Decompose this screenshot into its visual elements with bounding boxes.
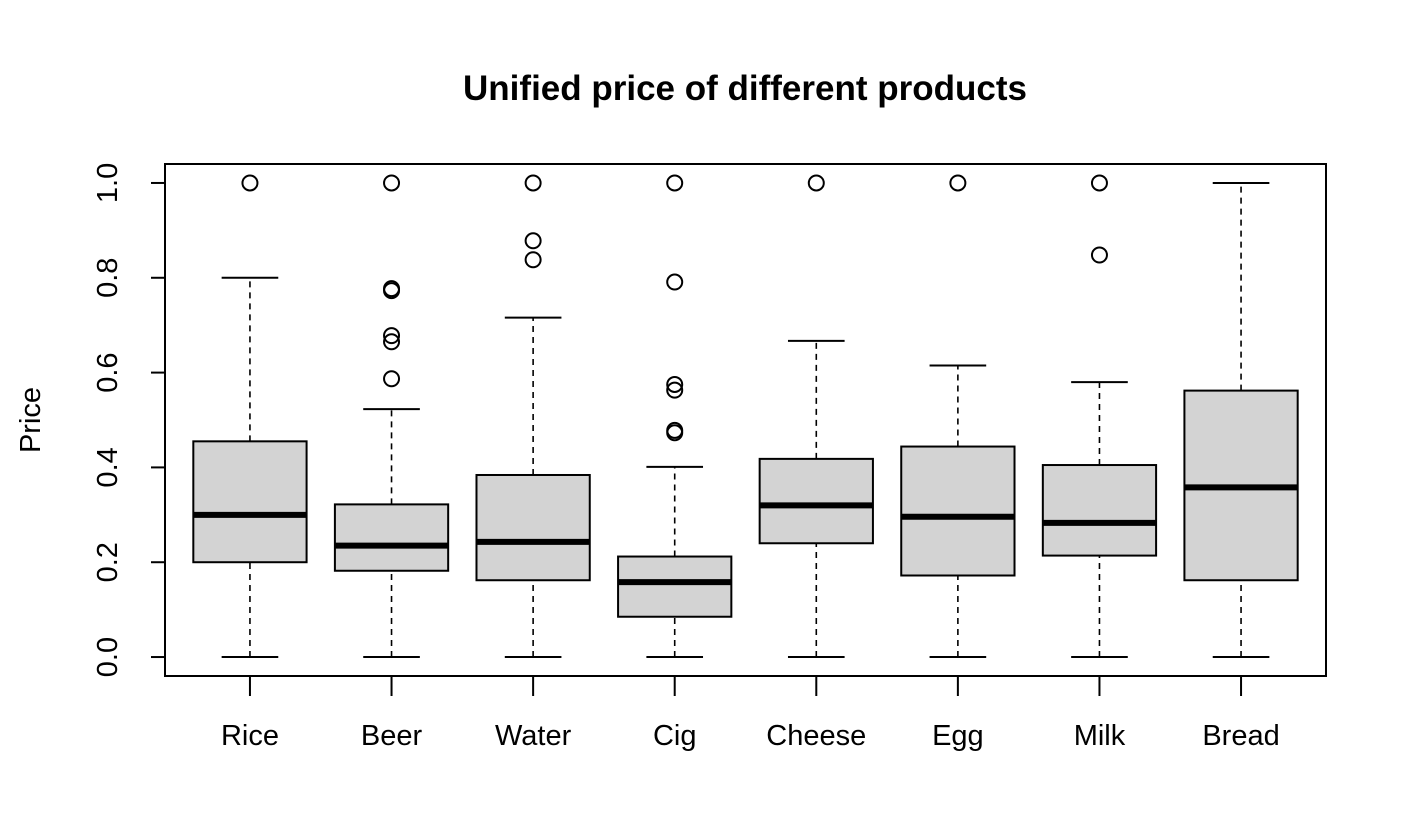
y-tick-label: 0.8 bbox=[92, 258, 124, 298]
iqr-box bbox=[900, 445, 1016, 577]
outlier-point bbox=[383, 333, 401, 351]
x-tick-label: Cig bbox=[653, 720, 697, 752]
box-group bbox=[192, 174, 1299, 659]
outlier-point bbox=[524, 174, 542, 192]
y-tick-label: 1.0 bbox=[92, 163, 124, 203]
x-tick-label: Rice bbox=[221, 720, 279, 752]
x-tick-label: Bread bbox=[1202, 720, 1279, 752]
outlier-point bbox=[666, 375, 684, 393]
outlier-point bbox=[949, 174, 967, 192]
outlier-point bbox=[383, 327, 401, 345]
x-tick-label: Milk bbox=[1074, 720, 1126, 752]
outlier-point bbox=[666, 174, 684, 192]
iqr-box bbox=[475, 473, 591, 582]
outlier-point bbox=[383, 174, 401, 192]
outlier-point bbox=[383, 280, 401, 298]
chart-title: Unified price of different products bbox=[463, 69, 1027, 108]
x-tick-label: Cheese bbox=[766, 720, 866, 752]
iqr-box bbox=[617, 555, 733, 618]
plot-frame bbox=[164, 163, 1327, 677]
x-axis: Rice Beer Water Cig Cheese Egg Milk Bread bbox=[221, 676, 1280, 752]
outlier-point bbox=[666, 381, 684, 399]
box-beer bbox=[333, 174, 450, 659]
iqr-box bbox=[333, 503, 450, 572]
y-tick-label: 0.0 bbox=[92, 637, 124, 677]
outlier-point bbox=[241, 174, 259, 192]
outlier-point bbox=[1090, 174, 1108, 192]
outlier-point bbox=[807, 174, 825, 192]
y-axis-label: Price bbox=[15, 387, 47, 453]
y-tick-label: 0.6 bbox=[92, 352, 124, 392]
box-egg bbox=[900, 174, 1016, 659]
iqr-box bbox=[758, 457, 874, 545]
iqr-box bbox=[192, 440, 308, 564]
outlier-point bbox=[1090, 246, 1108, 264]
box-cig bbox=[617, 174, 733, 659]
outlier-point bbox=[383, 370, 401, 388]
outlier-point bbox=[524, 251, 542, 269]
y-tick-label: 0.2 bbox=[92, 542, 124, 582]
box-rice bbox=[192, 174, 308, 659]
x-tick-label: Water bbox=[495, 720, 572, 752]
box-milk bbox=[1041, 174, 1158, 659]
outlier-point bbox=[666, 421, 684, 439]
box-bread bbox=[1183, 181, 1299, 659]
x-tick-label: Egg bbox=[932, 720, 984, 752]
iqr-box bbox=[1041, 464, 1158, 557]
y-tick-label: 0.4 bbox=[92, 447, 124, 487]
y-axis: 0.0 0.2 0.4 0.6 0.8 1.0 bbox=[92, 163, 165, 677]
box-cheese bbox=[758, 174, 874, 659]
x-tick-label: Beer bbox=[361, 720, 423, 752]
outlier-point bbox=[666, 273, 684, 291]
outlier-point bbox=[524, 232, 542, 250]
box-water bbox=[475, 174, 591, 659]
